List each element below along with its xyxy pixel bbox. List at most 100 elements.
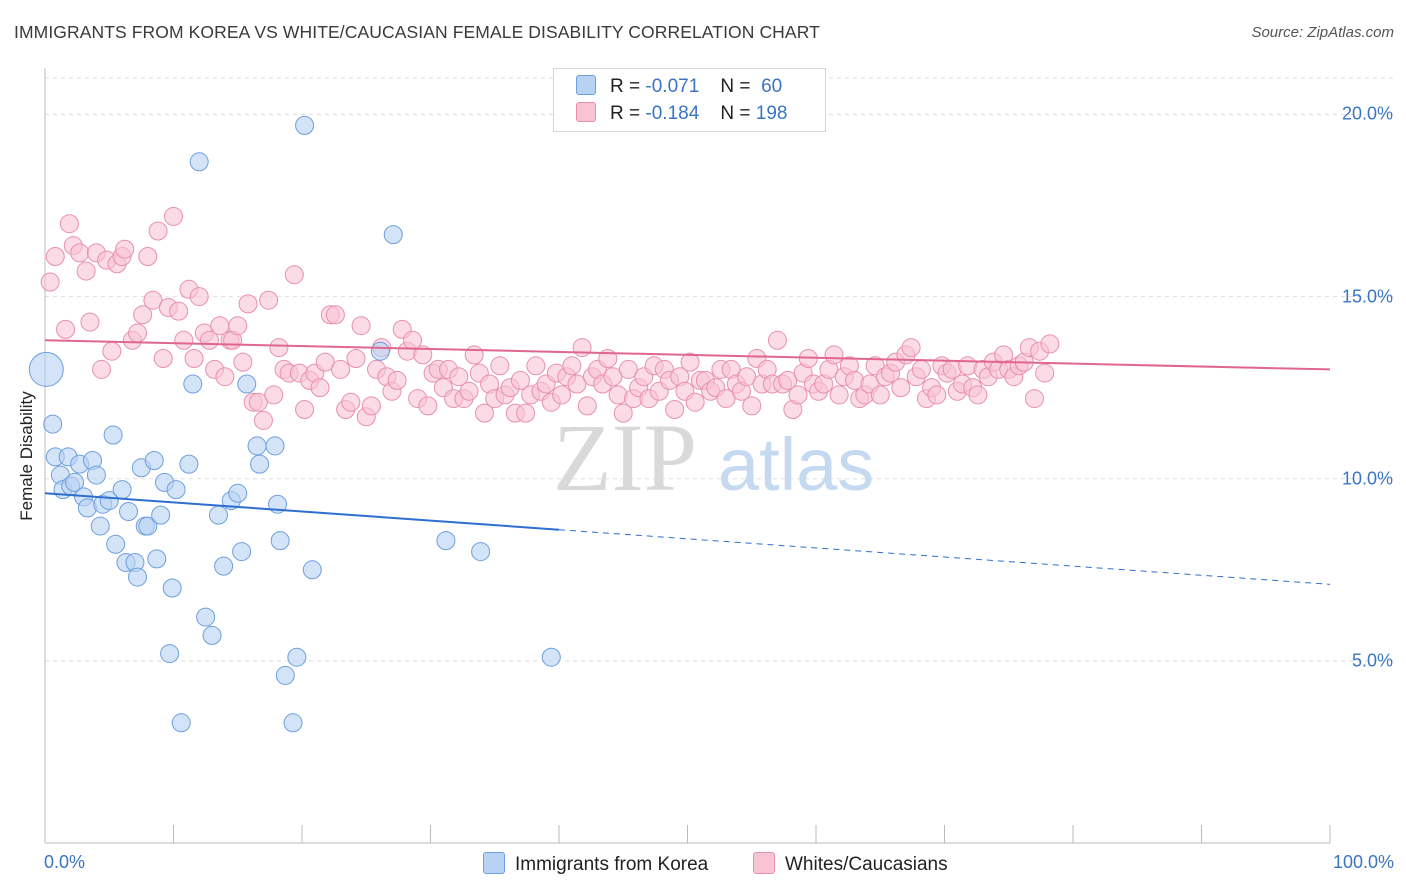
source-credit: Source: ZipAtlas.com: [1251, 24, 1394, 41]
white-point: [824, 345, 844, 365]
white-point: [526, 356, 546, 376]
korea-point: [265, 436, 285, 456]
white-point: [459, 381, 479, 401]
white-point: [102, 341, 122, 361]
korea-point: [302, 560, 322, 580]
white-point: [510, 370, 530, 390]
white-point: [215, 367, 235, 387]
korea-point: [90, 516, 110, 536]
legend-swatch-korea: [576, 75, 596, 95]
korea-point: [86, 465, 106, 485]
white-point: [143, 290, 163, 310]
white-point: [341, 392, 361, 412]
swatch-white: [753, 852, 775, 874]
white-point: [331, 359, 351, 379]
korea-point: [151, 505, 171, 525]
korea-point: [283, 713, 303, 733]
korea-point: [128, 567, 148, 587]
korea-point: [214, 556, 234, 576]
korea-point: [171, 713, 191, 733]
white-point: [361, 396, 381, 416]
legend-item-white: Whites/Caucasians: [753, 852, 948, 876]
korea-point: [295, 115, 315, 135]
korea-point: [162, 578, 182, 598]
korea-point: [103, 425, 123, 445]
korea-point: [112, 480, 132, 500]
legend-white-n: 198: [755, 103, 788, 124]
korea-point: [183, 374, 203, 394]
korea-point: [247, 436, 267, 456]
white-point: [148, 221, 168, 241]
white-point: [133, 305, 153, 325]
white-point: [901, 338, 921, 358]
swatch-korea: [483, 852, 505, 874]
white-point: [310, 378, 330, 398]
white-point: [474, 403, 494, 423]
white-point: [59, 214, 79, 234]
white-point: [562, 356, 582, 376]
legend-row-korea: R = -0.071 N = 60: [576, 75, 782, 99]
white-point: [115, 239, 135, 259]
white-point: [233, 352, 253, 372]
white-point: [80, 312, 100, 332]
legend-white-r: -0.184: [645, 103, 700, 124]
white-point: [613, 403, 633, 423]
korea-point: [43, 414, 63, 434]
white-point: [680, 352, 700, 372]
white-point: [911, 359, 931, 379]
white-point: [577, 396, 597, 416]
white-point: [490, 356, 510, 376]
korea-point: [250, 454, 270, 474]
white-point: [778, 370, 798, 390]
white-point: [138, 247, 158, 266]
white-point: [413, 345, 433, 365]
white-point: [387, 370, 407, 390]
legend-swatch-white: [576, 102, 596, 122]
chart-title: IMMIGRANTS FROM KOREA VS WHITE/CAUCASIAN…: [14, 22, 820, 42]
white-point: [325, 305, 345, 325]
white-point: [228, 316, 248, 336]
white-point: [572, 338, 592, 358]
y-tick-label: 20.0%: [1341, 103, 1393, 124]
white-point: [346, 349, 366, 368]
korea-point: [65, 472, 85, 492]
white-point: [1040, 334, 1060, 354]
white-point: [1024, 389, 1044, 409]
white-point: [253, 410, 273, 430]
legend-item-korea: Immigrants from Korea: [483, 852, 708, 876]
white-point: [92, 359, 112, 379]
white-point: [189, 287, 209, 307]
white-point: [70, 243, 90, 263]
korea-point: [287, 647, 307, 667]
white-point: [56, 319, 76, 339]
y-tick-label: 15.0%: [1341, 286, 1393, 307]
white-point: [164, 206, 183, 226]
korea-point: [275, 665, 295, 685]
x-tick-min: 0.0%: [44, 852, 86, 872]
white-point: [788, 385, 808, 405]
korea-point: [202, 625, 222, 645]
white-point: [259, 290, 279, 310]
stats-legend: R = -0.071 N = 60 R = -0.184 N = 198: [553, 68, 826, 132]
korea-point: [196, 607, 216, 627]
white-point: [264, 385, 284, 405]
white-point: [153, 349, 173, 368]
series-legend: Immigrants from Korea Whites/Caucasians: [0, 852, 1406, 878]
korea-point: [208, 505, 228, 525]
white-point: [418, 396, 438, 416]
white-point: [742, 396, 762, 416]
korea-point: [166, 480, 186, 500]
white-trend-line: [44, 339, 1331, 371]
white-point: [464, 345, 484, 365]
white-point: [618, 359, 638, 379]
korea-point: [138, 516, 158, 536]
y-tick-label: 5.0%: [1351, 650, 1393, 671]
korea-point: [179, 454, 199, 474]
white-point: [351, 316, 371, 336]
korea-point: [232, 542, 252, 562]
legend-korea-n: 60: [761, 76, 783, 97]
white-point: [552, 385, 572, 405]
white-point: [295, 400, 315, 419]
white-point: [685, 392, 705, 412]
white-point: [184, 349, 204, 368]
